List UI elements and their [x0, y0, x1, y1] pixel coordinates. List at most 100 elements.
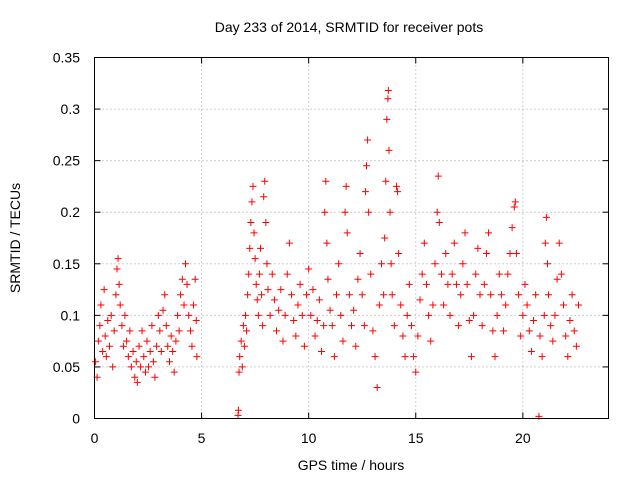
data-point: [248, 198, 256, 206]
x-tick-label: 0: [91, 430, 99, 446]
data-point: [249, 182, 257, 190]
data-point: [239, 322, 247, 330]
data-point: [437, 270, 445, 278]
data-point: [275, 306, 283, 314]
data-point: [497, 291, 505, 299]
data-point: [321, 208, 329, 216]
data-point: [283, 270, 291, 278]
data-point: [444, 280, 452, 288]
data-point: [292, 332, 300, 340]
y-tick-label: 0.1: [61, 307, 81, 323]
data-point: [560, 301, 568, 309]
data-point: [418, 270, 426, 278]
data-point: [235, 368, 243, 376]
data-point: [236, 353, 244, 361]
data-point: [414, 332, 422, 340]
data-point: [172, 337, 180, 345]
data-point: [511, 198, 519, 206]
data-point: [457, 291, 465, 299]
data-point: [538, 353, 546, 361]
data-point: [99, 347, 107, 355]
data-point: [385, 146, 393, 154]
x-tick-label: 20: [515, 430, 531, 446]
data-point: [177, 291, 185, 299]
data-point: [323, 239, 331, 247]
data-point: [300, 342, 308, 350]
data-point: [100, 286, 108, 294]
data-point: [243, 327, 251, 335]
y-tick-labels: 0 0.05 0.1 0.15 0.2 0.25 0.3 0.35: [53, 50, 80, 427]
data-point: [377, 260, 385, 268]
data-point: [467, 353, 475, 361]
data-point: [361, 188, 369, 196]
data-point: [137, 363, 145, 371]
data-point: [191, 275, 199, 283]
data-point: [285, 239, 293, 247]
data-point: [326, 306, 334, 314]
data-point: [352, 342, 360, 350]
data-point: [348, 322, 355, 330]
data-point: [245, 270, 253, 278]
data-point: [387, 260, 395, 268]
y-axis-label: SRMTID / TECUs: [7, 183, 23, 293]
data-point: [504, 270, 512, 278]
data-point: [450, 239, 458, 247]
data-point: [375, 301, 383, 309]
data-point: [545, 291, 553, 299]
data-point: [104, 317, 112, 325]
data-point: [543, 260, 551, 268]
data-point: [360, 322, 368, 330]
data-point: [358, 291, 366, 299]
data-point: [311, 332, 319, 340]
data-point: [165, 358, 173, 366]
data-point: [337, 311, 345, 319]
data-point: [523, 301, 531, 309]
data-point: [263, 260, 271, 268]
data-point: [495, 270, 503, 278]
data-point: [512, 249, 520, 257]
data-point: [527, 347, 535, 355]
data-point: [407, 322, 415, 330]
data-point: [138, 327, 146, 335]
data-point: [182, 260, 190, 268]
data-point: [296, 280, 304, 288]
data-point: [183, 280, 191, 288]
data-point: [114, 255, 122, 263]
data-point: [281, 311, 289, 319]
data-point: [341, 208, 349, 216]
data-point: [252, 280, 260, 288]
x-tick-label: 10: [301, 430, 317, 446]
data-point: [395, 249, 403, 257]
data-point: [164, 342, 172, 350]
data-point: [485, 229, 493, 237]
data-point: [431, 260, 439, 268]
data-point: [144, 363, 152, 371]
data-point: [156, 327, 164, 335]
data-point: [541, 239, 549, 247]
data-point: [452, 280, 460, 288]
data-point: [234, 406, 242, 414]
data-point: [97, 301, 105, 309]
plot-frame: [94, 57, 609, 419]
data-point: [109, 363, 117, 371]
data-point: [244, 291, 252, 299]
data-point: [459, 260, 467, 268]
y-tick-label: 0.15: [53, 256, 80, 272]
data-point: [470, 311, 478, 319]
data-point: [448, 270, 456, 278]
data-point: [510, 203, 518, 211]
data-point: [129, 347, 137, 355]
data-point: [553, 275, 561, 283]
data-point: [399, 332, 407, 340]
data-point: [369, 327, 377, 335]
data-point: [116, 301, 124, 309]
data-point: [246, 244, 254, 252]
data-point: [403, 311, 411, 319]
data-point: [362, 162, 370, 170]
data-point: [254, 311, 262, 319]
data-point: [188, 342, 196, 350]
data-point: [517, 332, 525, 340]
data-point: [92, 358, 100, 366]
data-point: [101, 332, 109, 340]
data-point: [365, 208, 373, 216]
